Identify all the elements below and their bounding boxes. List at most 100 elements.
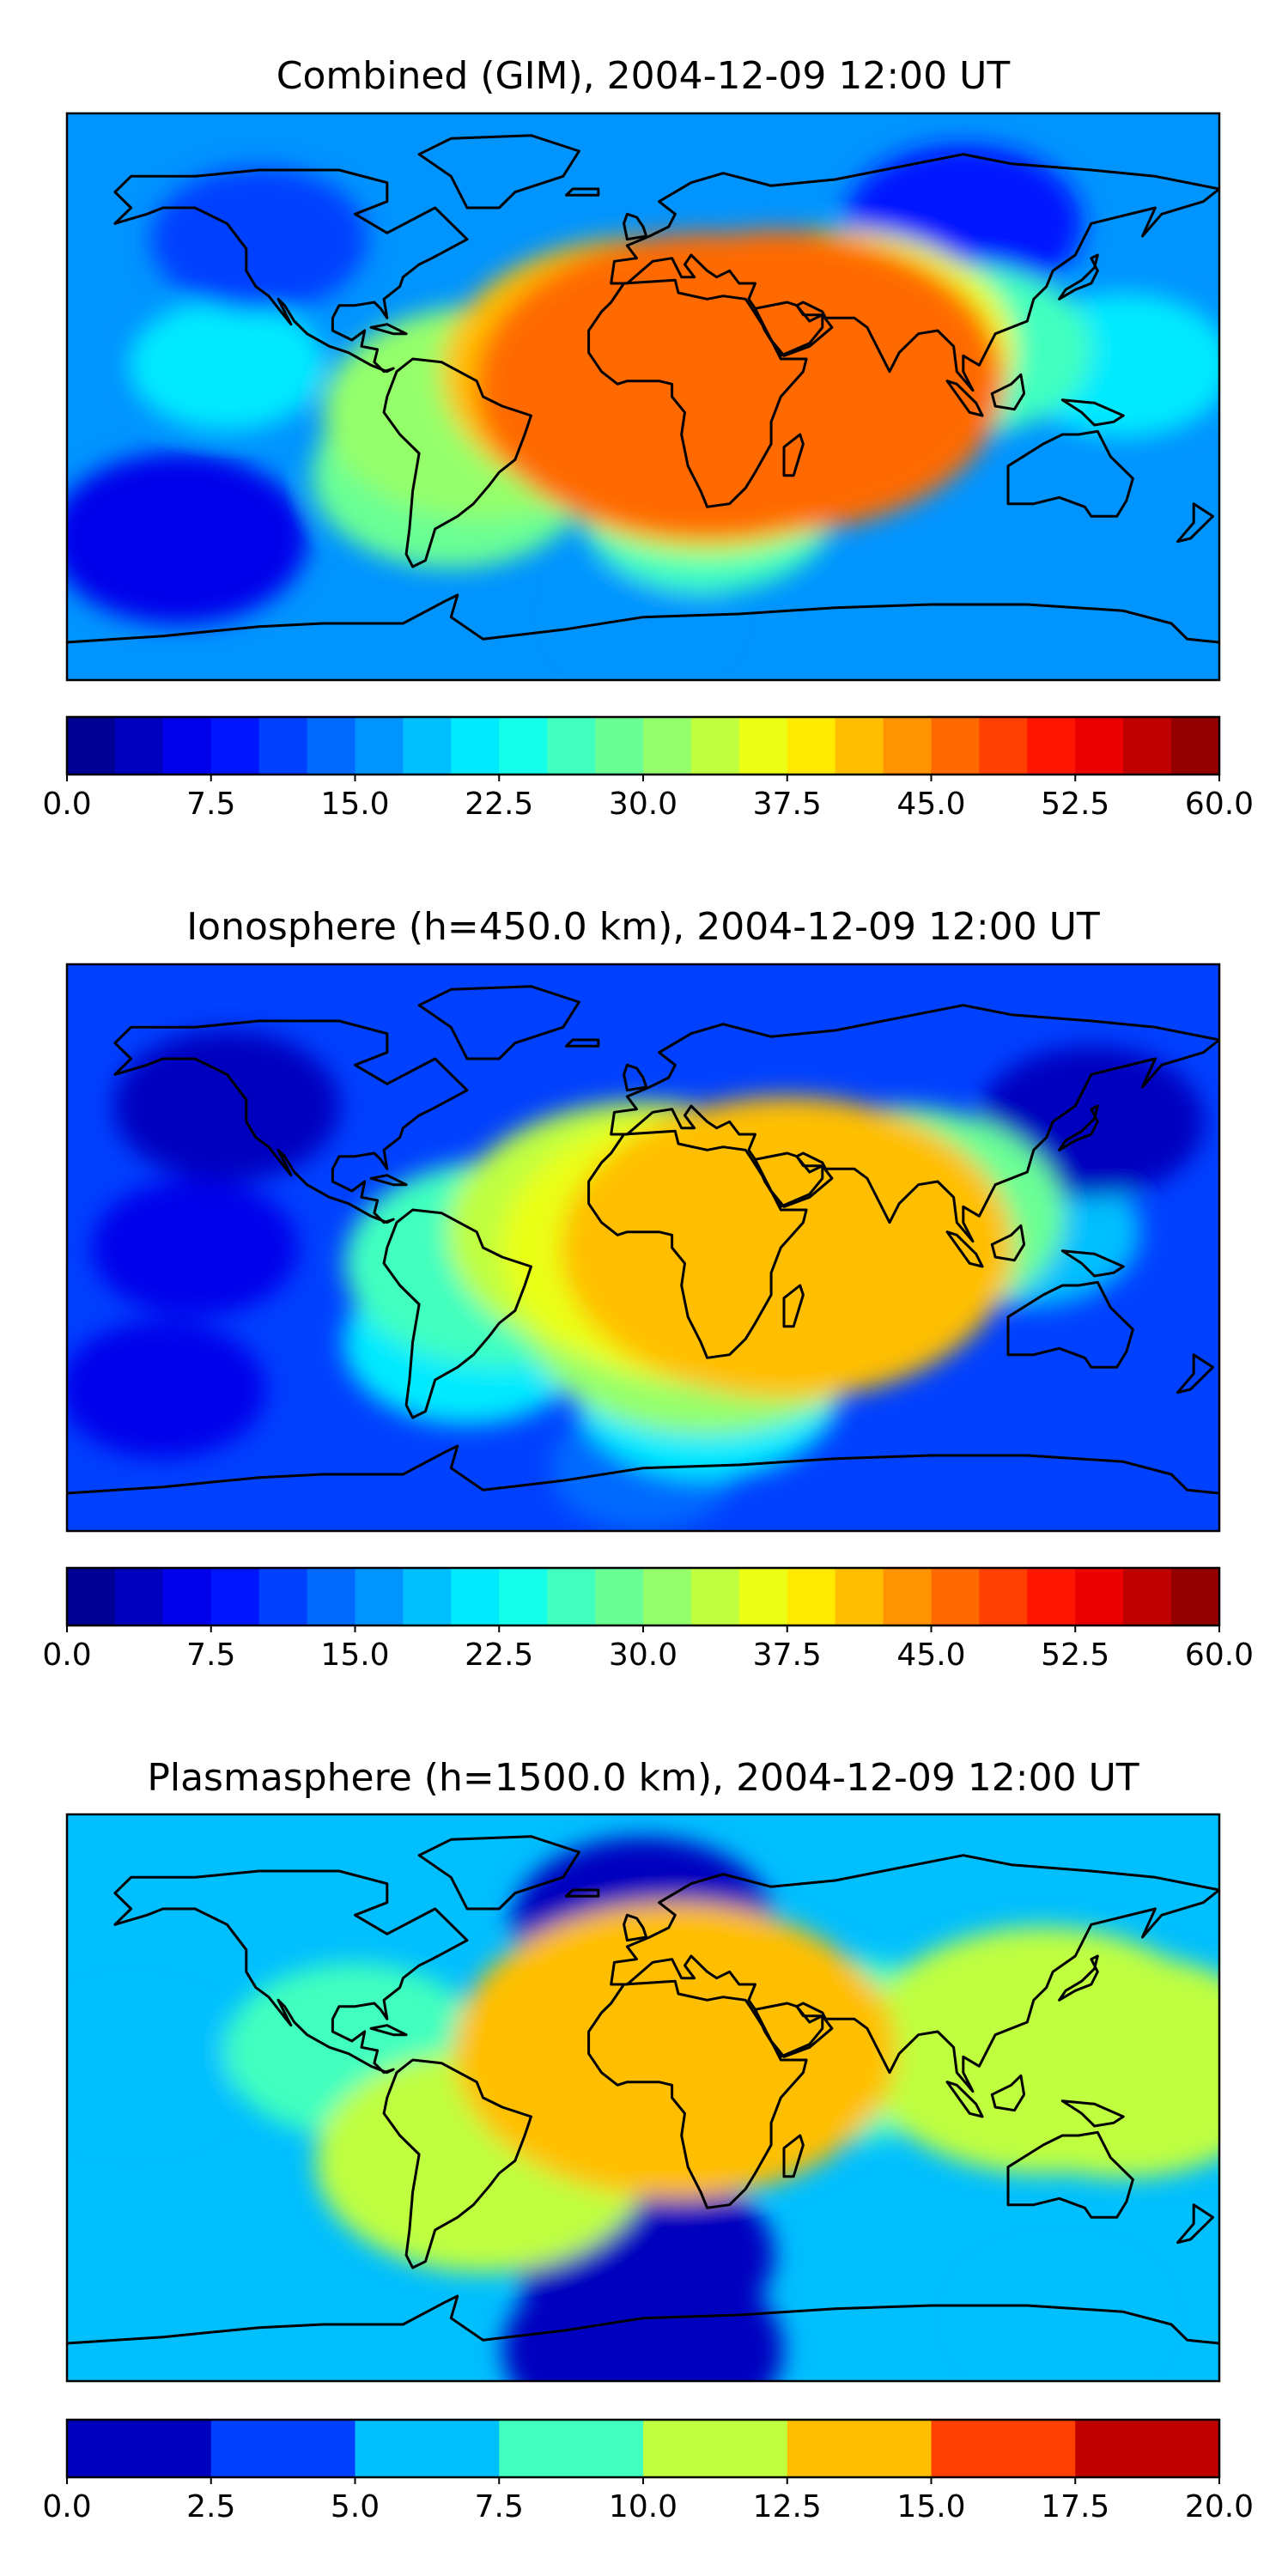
australia-coast xyxy=(1006,429,1134,518)
colorbar-segment xyxy=(595,717,644,775)
colorbar-segment xyxy=(67,717,116,775)
colorbar-tick-label: 45.0 xyxy=(896,1637,965,1673)
colorbar-segment xyxy=(931,717,981,775)
colorbar-segment xyxy=(114,1568,164,1625)
eurasia-coast xyxy=(610,1854,1219,2093)
coastlines xyxy=(67,134,1219,644)
colorbar-tick-label: 0.0 xyxy=(42,1637,91,1673)
colorbar-segment xyxy=(210,1568,260,1625)
south-america-coast xyxy=(382,357,532,568)
colorbar-segment xyxy=(258,1568,308,1625)
colorbar-tick-label: 60.0 xyxy=(1185,787,1254,822)
antarctica-coast xyxy=(67,2294,1219,2345)
colorbar-segment xyxy=(451,717,500,775)
colorbar-tick-label: 7.5 xyxy=(186,1637,235,1673)
greenland-coast xyxy=(417,134,580,210)
madagascar-coast xyxy=(782,2134,805,2178)
map-area xyxy=(67,113,1219,680)
colorbar-segment xyxy=(690,717,740,775)
cuba-coast xyxy=(369,2024,408,2037)
tec-field xyxy=(67,964,1219,1531)
colorbar-segment xyxy=(162,1568,212,1625)
colorbar-segment xyxy=(403,1568,452,1625)
colorbar-tick-label: 12.5 xyxy=(753,2489,822,2524)
antarctica-coast xyxy=(67,593,1219,644)
map-frame xyxy=(65,112,1221,682)
colorbar-segment xyxy=(787,2420,933,2477)
tec-contour xyxy=(67,1996,236,2136)
colorbar: 0.0 7.5 15.0 22.5 30.0 37.5 45.0 52.5 60.0 xyxy=(42,1566,1254,1673)
new-zealand-coast xyxy=(1176,1353,1214,1394)
colorbar-segment xyxy=(210,717,260,775)
tec-contour xyxy=(67,1321,266,1458)
japan-coast xyxy=(1058,253,1099,301)
colorbar-segment xyxy=(499,2420,644,2477)
coastlines xyxy=(67,1835,1219,2345)
tec-field xyxy=(67,1814,1219,2381)
colorbar-tick-label: 20.0 xyxy=(1185,2489,1254,2524)
tec-field xyxy=(67,113,1219,680)
colorbar-segment xyxy=(547,1568,596,1625)
field-contours xyxy=(67,144,1219,672)
tec-contour xyxy=(560,1097,1014,1399)
madagascar-coast xyxy=(782,1284,805,1328)
africa-coast xyxy=(587,278,808,508)
colorbar-tick-label: 0.0 xyxy=(42,787,91,822)
panel-title: Ionosphere (h=450.0 km), 2004-12-09 12:0… xyxy=(186,905,1100,949)
colorbar-segment xyxy=(1171,1568,1220,1625)
colorbar-segment xyxy=(1075,2420,1220,2477)
colorbar-tick-label: 15.0 xyxy=(896,2489,965,2524)
colorbar-segment xyxy=(403,717,452,775)
colorbar-segment xyxy=(643,1568,692,1625)
colorbar-tick-label: 7.5 xyxy=(475,2489,524,2524)
colorbar-segment xyxy=(1171,717,1220,775)
new-zealand-coast xyxy=(1176,502,1214,544)
colorbar-tick-label: 45.0 xyxy=(896,787,965,822)
colorbar-tick-label: 22.5 xyxy=(465,787,533,822)
colorbar-segment xyxy=(67,2420,212,2477)
colorbar-segment xyxy=(883,1568,933,1625)
greenland-coast xyxy=(417,1835,580,1911)
arabia-coast xyxy=(754,1151,824,1208)
cuba-coast xyxy=(369,1174,408,1187)
north-america-coast xyxy=(113,1869,469,2075)
colorbar-tick-label: 30.0 xyxy=(609,787,677,822)
north-america-coast xyxy=(113,1019,469,1224)
colorbar-segment xyxy=(547,717,596,775)
tec-contour xyxy=(113,1030,341,1182)
colorbar-segment xyxy=(787,717,836,775)
colorbar-segment xyxy=(1123,717,1172,775)
colorbar-tick-label: 5.0 xyxy=(331,2489,380,2524)
greenland-coast xyxy=(417,985,580,1060)
tec-contour xyxy=(67,453,308,624)
colorbar-tick-label: 17.5 xyxy=(1041,2489,1109,2524)
colorbar: 0.0 2.5 5.0 7.5 10.0 12.5 15.0 17.5 20.0 xyxy=(42,2418,1254,2524)
map-area xyxy=(67,964,1219,1531)
colorbar-segment xyxy=(355,1568,404,1625)
colorbar-segment xyxy=(787,1568,836,1625)
borneo-coast xyxy=(990,373,1026,411)
colorbar-segment xyxy=(1027,717,1076,775)
colorbar-segment xyxy=(67,1568,116,1625)
colorbar-tick-label: 22.5 xyxy=(465,1637,533,1673)
colorbar-segment xyxy=(355,717,404,775)
africa-coast xyxy=(587,1129,808,1359)
colorbar-tick-label: 52.5 xyxy=(1041,1637,1109,1673)
colorbar-tick-label: 0.0 xyxy=(42,2489,91,2524)
new-guinea-coast xyxy=(1060,1249,1125,1278)
madagascar-coast xyxy=(782,433,805,477)
cuba-coast xyxy=(369,323,408,336)
new-zealand-coast xyxy=(1176,2203,1214,2245)
new-guinea-coast xyxy=(1060,2099,1125,2128)
colorbar-segment xyxy=(595,1568,644,1625)
colorbar-segment xyxy=(114,717,164,775)
south-america-coast xyxy=(382,1208,532,1419)
coastlines xyxy=(67,985,1219,1495)
colorbar-segment xyxy=(499,1568,548,1625)
map-frame xyxy=(65,963,1221,1533)
colorbar-segment xyxy=(162,717,212,775)
iceland-coast xyxy=(565,1038,600,1048)
map-area xyxy=(67,1814,1219,2381)
colorbar-tick-label: 60.0 xyxy=(1185,1637,1254,1673)
